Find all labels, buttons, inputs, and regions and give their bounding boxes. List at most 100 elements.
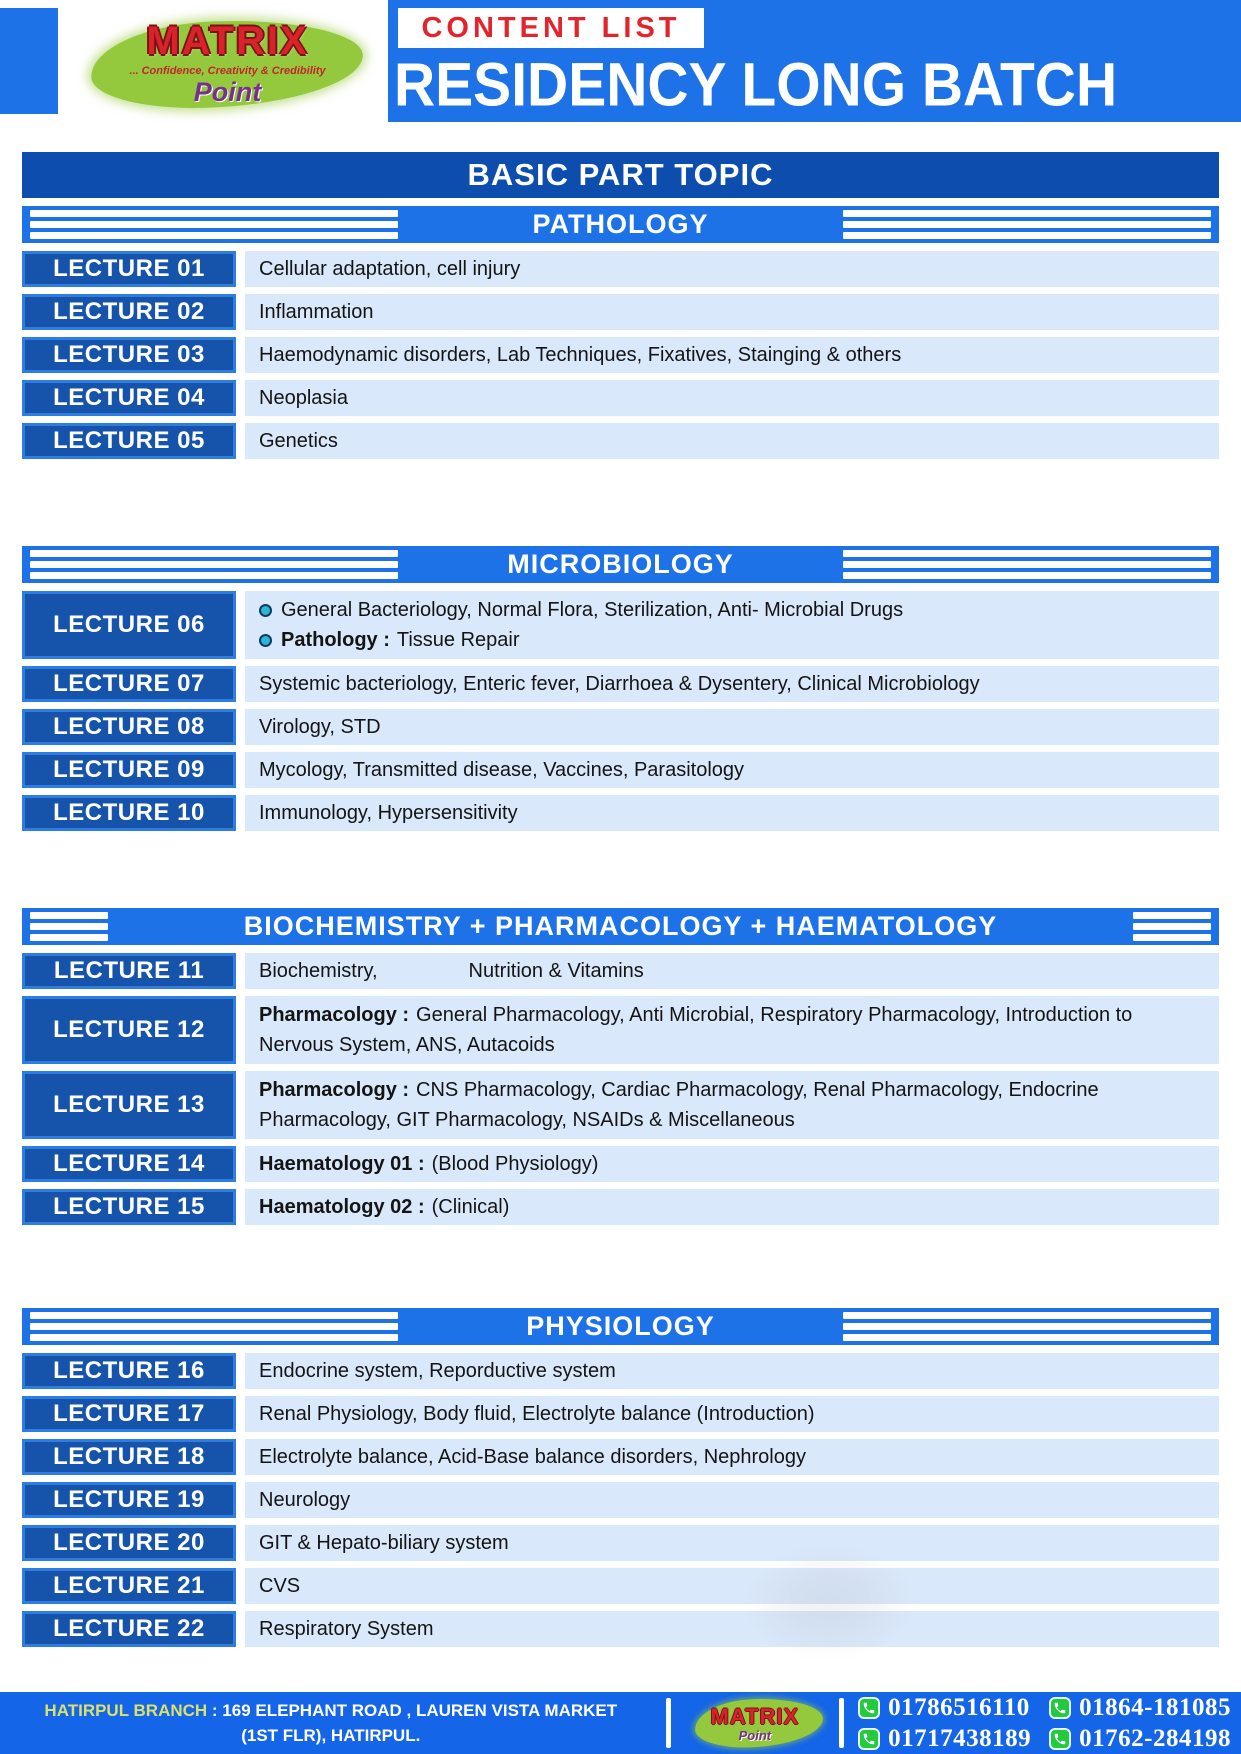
lecture-row: LECTURE 07 Systemic bacteriology, Enteri… (22, 666, 1219, 702)
topic-text: Immunology, Hypersensitivity (259, 802, 518, 824)
page-title: RESIDENCY LONG BATCH (394, 50, 1118, 120)
page-header: MATRIX ... Confidence, Creativity & Cred… (0, 0, 1241, 126)
topic-text: Tissue Repair (396, 629, 520, 651)
lecture-topic: Genetics (245, 423, 1219, 459)
topic-text: Endocrine system, Reporductive system (259, 1360, 616, 1382)
basic-part-topic-banner: BASIC PART TOPIC (22, 152, 1219, 198)
lecture-topic: Neurology (245, 1482, 1219, 1518)
topic-lead: Haematology 01 : (259, 1153, 425, 1175)
phone-entry: 01864-181085 (1049, 1694, 1231, 1722)
lecture-row: LECTURE 05 Genetics (22, 423, 1219, 459)
bullet-icon (259, 634, 272, 647)
lecture-topic: Respiratory System (245, 1611, 1219, 1647)
phone-number: 01762-284198 (1079, 1724, 1231, 1752)
branch-address: HATIRPUL BRANCH : 169 ELEPHANT ROAD , LA… (10, 1698, 652, 1749)
topic-text: Renal Physiology, Body fluid, Electrolyt… (259, 1403, 815, 1425)
topic-text: Mycology, Transmitted disease, Vaccines,… (259, 759, 745, 781)
section-title: PHYSIOLOGY (526, 1311, 715, 1341)
lecture-row: LECTURE 19 Neurology (22, 1482, 1219, 1518)
address-line2: (1ST FLR), HATIRPUL. (241, 1726, 421, 1745)
pathology-banner: PATHOLOGY (22, 206, 1219, 243)
section-microbiology: MICROBIOLOGY LECTURE 06 General Bacterio… (22, 546, 1219, 831)
topic-lead: Haematology 02 : (259, 1196, 425, 1218)
topic-text: GIT & Hepato-biliary system (259, 1532, 509, 1554)
lecture-topic: Renal Physiology, Body fluid, Electrolyt… (245, 1396, 1219, 1432)
topic-text: Respiratory System (259, 1618, 434, 1640)
microbiology-banner: MICROBIOLOGY (22, 546, 1219, 583)
section-title: PATHOLOGY (532, 209, 709, 239)
brand-logo: MATRIX ... Confidence, Creativity & Cred… (70, 2, 385, 124)
topic-lead: Pathology : (281, 629, 390, 651)
lecture-topic: General Bacteriology, Normal Flora, Ster… (245, 591, 1219, 659)
logo-point-text: Point (738, 1727, 772, 1743)
lecture-row: LECTURE 21 CVS (22, 1568, 1219, 1604)
lecture-topic: Haematology 02 : (Clinical) (245, 1189, 1219, 1225)
lecture-number-label: LECTURE 02 (22, 294, 236, 330)
lecture-number-label: LECTURE 07 (22, 666, 236, 702)
phone-entry: 01786516110 (858, 1694, 1031, 1722)
topic-lead: Pharmacology : (259, 1079, 410, 1101)
lecture-topic: Electrolyte balance, Acid-Base balance d… (245, 1439, 1219, 1475)
address-line1: : 169 ELEPHANT ROAD , LAUREN VISTA MARKE… (211, 1700, 618, 1720)
lecture-number-label: LECTURE 09 (22, 752, 236, 788)
lecture-row: LECTURE 11 Biochemistry, Nutrition & Vita… (22, 953, 1219, 989)
lecture-number-label: LECTURE 11 (22, 953, 236, 989)
whatsapp-icon (1049, 1696, 1072, 1719)
phone-numbers: 01786516110 01864-181085 01717438189 017… (858, 1694, 1231, 1753)
physiology-banner: PHYSIOLOGY (22, 1308, 1219, 1345)
lecture-number-label: LECTURE 19 (22, 1482, 236, 1518)
topic-text: CVS (259, 1575, 301, 1597)
topic-text: Cellular adaptation, cell injury (259, 258, 521, 280)
topic-text: Virology, STD (259, 716, 381, 738)
lecture-topic: Virology, STD (245, 709, 1219, 745)
banner-stripes-right (843, 550, 1211, 579)
lecture-row: LECTURE 08 Virology, STD (22, 709, 1219, 745)
banner-stripes-left (30, 550, 398, 579)
faint-logo-watermark (745, 1545, 915, 1660)
lecture-row: LECTURE 17 Renal Physiology, Body fluid,… (22, 1396, 1219, 1432)
lecture-topic: Immunology, Hypersensitivity (245, 795, 1219, 831)
lecture-topic: Systemic bacteriology, Enteric fever, Di… (245, 666, 1219, 702)
section-title: BIOCHEMISTRY + PHARMACOLOGY + HAEMATOLOG… (243, 911, 998, 941)
lecture-number-label: LECTURE 10 (22, 795, 236, 831)
lecture-row: LECTURE 10 Immunology, Hypersensitivity (22, 795, 1219, 831)
topic-text: Haemodynamic disorders, Lab Techniques, … (259, 344, 902, 366)
lecture-number-label: LECTURE 06 (22, 591, 236, 659)
content-list-label: CONTENT LIST (421, 11, 681, 44)
banner-stripes-left (30, 1312, 398, 1341)
bullet-icon (259, 604, 272, 617)
topic-text: Systemic bacteriology, Enteric fever, Di… (259, 673, 980, 695)
lecture-number-label: LECTURE 12 (22, 996, 236, 1064)
lecture-topic: Haematology 01 : (Blood Physiology) (245, 1146, 1219, 1182)
logo-point-text: Point (193, 76, 262, 107)
topic-text: Nutrition & Vitamins (468, 960, 644, 982)
biochemistry-banner: BIOCHEMISTRY + PHARMACOLOGY + HAEMATOLOG… (22, 908, 1219, 945)
section-biochemistry-pharmacology-haematology: BIOCHEMISTRY + PHARMACOLOGY + HAEMATOLOG… (22, 908, 1219, 1225)
banner-stripes-right (1133, 912, 1211, 941)
lecture-row: LECTURE 01 Cellular adaptation, cell inj… (22, 251, 1219, 287)
footer-logo: MATRIX Point (685, 1695, 824, 1751)
lecture-topic: Endocrine system, Reporductive system (245, 1353, 1219, 1389)
phone-entry: 01717438189 (858, 1725, 1031, 1753)
lecture-row: LECTURE 18 Electrolyte balance, Acid-Bas… (22, 1439, 1219, 1475)
topic-lead: Pharmacology : (259, 1004, 410, 1026)
topic-lead: Biochemistry, (259, 960, 378, 982)
banner-stripes-left (30, 210, 398, 239)
topic-text: (Blood Physiology) (431, 1153, 599, 1175)
whatsapp-icon (858, 1727, 881, 1750)
lecture-row: LECTURE 14 Haematology 01 : (Blood Physio… (22, 1146, 1219, 1182)
content-area: BASIC PART TOPIC PATHOLOGY LECTURE 01 Ce… (22, 126, 1219, 1654)
banner-stripes-right (843, 1312, 1211, 1341)
lecture-number-label: LECTURE 22 (22, 1611, 236, 1647)
lecture-number-label: LECTURE 04 (22, 380, 236, 416)
lecture-number-label: LECTURE 16 (22, 1353, 236, 1389)
branch-name: HATIRPUL BRANCH (44, 1700, 208, 1720)
lecture-number-label: LECTURE 21 (22, 1568, 236, 1604)
section-physiology: PHYSIOLOGY LECTURE 16 Endocrine system, … (22, 1308, 1219, 1647)
lecture-number-label: LECTURE 01 (22, 251, 236, 287)
lecture-topic: Mycology, Transmitted disease, Vaccines,… (245, 752, 1219, 788)
lecture-row: LECTURE 15 Haematology 02 : (Clinical) (22, 1189, 1219, 1225)
lecture-row: LECTURE 12 Pharmacology : General Pharmac… (22, 996, 1219, 1064)
lecture-row: LECTURE 04 Neoplasia (22, 380, 1219, 416)
logo-brand-text: MATRIX (710, 1703, 800, 1729)
